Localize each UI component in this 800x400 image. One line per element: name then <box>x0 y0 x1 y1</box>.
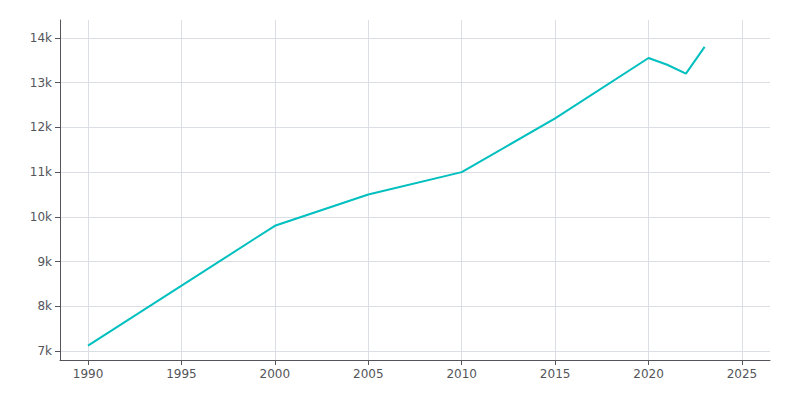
svg-text:2000: 2000 <box>260 367 291 381</box>
svg-text:12k: 12k <box>30 120 52 134</box>
svg-text:13k: 13k <box>30 76 52 90</box>
svg-text:2010: 2010 <box>446 367 477 381</box>
svg-text:1990: 1990 <box>73 367 104 381</box>
svg-text:2020: 2020 <box>633 367 664 381</box>
svg-text:2005: 2005 <box>353 367 384 381</box>
svg-text:8k: 8k <box>37 299 52 313</box>
svg-text:14k: 14k <box>30 31 52 45</box>
svg-text:10k: 10k <box>30 210 52 224</box>
svg-text:2025: 2025 <box>727 367 758 381</box>
svg-text:2015: 2015 <box>540 367 571 381</box>
svg-text:9k: 9k <box>37 255 52 269</box>
svg-text:11k: 11k <box>30 165 52 179</box>
svg-text:1995: 1995 <box>166 367 197 381</box>
svg-text:7k: 7k <box>37 344 52 358</box>
